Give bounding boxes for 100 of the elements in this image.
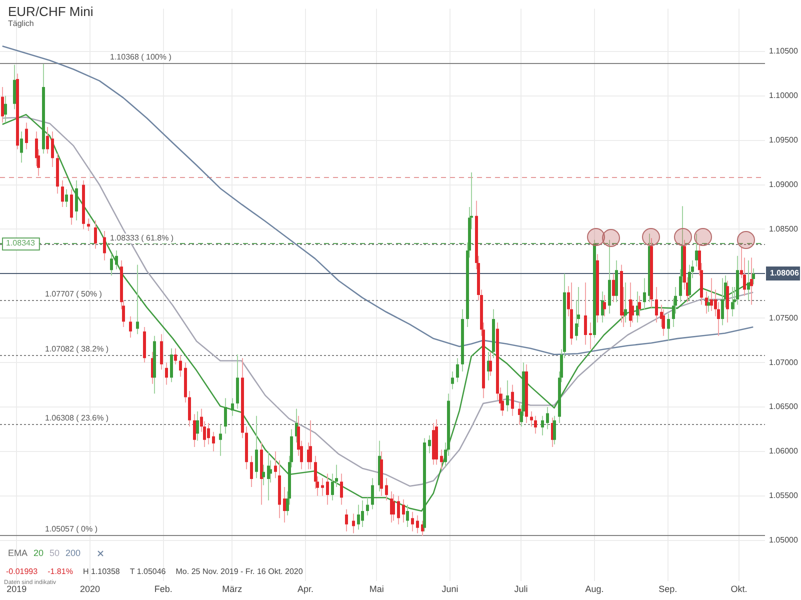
candlestick bbox=[160, 334, 163, 370]
candlestick bbox=[530, 410, 533, 428]
candlestick bbox=[352, 513, 355, 534]
candlestick bbox=[636, 290, 639, 324]
candlestick bbox=[451, 370, 454, 390]
candlestick bbox=[188, 390, 191, 428]
candlestick bbox=[643, 278, 646, 310]
candlestick bbox=[624, 282, 627, 324]
candlestick bbox=[511, 384, 514, 416]
candlestick bbox=[397, 495, 400, 525]
ref-line-label: 1.10368 ( 100% ) bbox=[110, 52, 172, 62]
candlestick bbox=[321, 478, 324, 496]
y-tick-label: 1.09000 bbox=[769, 180, 798, 189]
candlestick bbox=[136, 264, 139, 335]
ref-line-label: 1.07707 ( 50% ) bbox=[45, 290, 102, 299]
annotation: -0.01993 bbox=[6, 567, 38, 576]
candlestick bbox=[274, 450, 277, 479]
y-tick-label: 1.08500 bbox=[769, 224, 798, 234]
candlestick bbox=[20, 130, 23, 164]
candlestick bbox=[196, 410, 199, 442]
candlestick bbox=[61, 180, 64, 208]
candlestick bbox=[262, 464, 265, 486]
candlestick bbox=[589, 322, 592, 350]
candlestick bbox=[752, 268, 755, 285]
candlestick bbox=[584, 282, 587, 346]
candlestick bbox=[170, 348, 173, 383]
candlestick bbox=[688, 264, 691, 301]
annotation: H 1.10358 bbox=[82, 567, 120, 576]
candlestick bbox=[655, 286, 658, 324]
candlestick bbox=[710, 278, 713, 312]
candlestick bbox=[165, 362, 168, 386]
candlestick bbox=[428, 434, 431, 454]
x-tick-label: Mai bbox=[369, 584, 384, 594]
candlestick bbox=[283, 486, 286, 524]
candlestick bbox=[65, 188, 68, 208]
text: Täglich bbox=[8, 19, 35, 28]
candlestick bbox=[75, 180, 78, 221]
candlestick bbox=[103, 230, 106, 261]
candlestick bbox=[707, 295, 710, 312]
candlestick bbox=[94, 220, 97, 250]
candlestick bbox=[731, 286, 734, 317]
candlestick bbox=[46, 126, 49, 154]
x-tick-label: Juli bbox=[514, 584, 528, 594]
ref-line-label: 1.08333 ( 61.8% ) bbox=[110, 234, 174, 243]
candlestick bbox=[489, 351, 492, 376]
candlestick bbox=[87, 218, 90, 232]
candlestick bbox=[193, 414, 196, 448]
candlestick bbox=[331, 473, 334, 501]
candlestick bbox=[250, 455, 253, 488]
text: 50 bbox=[50, 548, 60, 558]
annotation: T 1.05046 bbox=[130, 567, 166, 576]
candlestick bbox=[219, 424, 222, 456]
candlestick bbox=[385, 478, 388, 501]
y-tick-label: 1.07000 bbox=[769, 358, 798, 367]
annotation: Mo. 25 Nov. 2019 - Fr. 16 Okt. 2020 bbox=[176, 567, 303, 576]
candlestick bbox=[179, 354, 182, 378]
y-tick-label: 1.10500 bbox=[769, 46, 798, 56]
candlestick bbox=[392, 494, 395, 522]
candlestick bbox=[747, 260, 750, 301]
candlestick bbox=[534, 415, 537, 434]
x-tick-label: Okt. bbox=[730, 584, 748, 594]
y-tick-label: 1.05000 bbox=[769, 536, 798, 545]
candlestick bbox=[456, 358, 459, 383]
ref-line-label: 1.08006 bbox=[770, 268, 800, 278]
annotation: -1.81% bbox=[48, 567, 73, 576]
ref-line-label: 1.07082 ( 38.2% ) bbox=[45, 344, 109, 354]
x-tick-label: Sep. bbox=[658, 584, 678, 594]
candlestick bbox=[207, 422, 210, 445]
candlestick bbox=[231, 398, 234, 416]
candlestick bbox=[402, 498, 405, 524]
text: 20 bbox=[34, 548, 44, 558]
candlestick bbox=[309, 420, 312, 470]
candlestick bbox=[750, 257, 753, 306]
y-tick-label: 1.06500 bbox=[769, 402, 798, 412]
candlestick bbox=[212, 431, 215, 452]
candlestick bbox=[345, 508, 348, 532]
candlestick bbox=[361, 500, 364, 528]
x-tick-label: 2019 bbox=[6, 584, 27, 594]
candlestick bbox=[726, 280, 729, 324]
candlestick bbox=[695, 233, 698, 268]
candlestick bbox=[506, 380, 509, 412]
candlestick bbox=[1, 86, 4, 124]
x-tick-label: Aug. bbox=[585, 584, 604, 594]
ref-line-label: 1.06308 ( 23.6% ) bbox=[45, 414, 109, 423]
x-tick-label: März bbox=[222, 584, 243, 594]
candlestick bbox=[255, 415, 258, 479]
candlestick bbox=[416, 514, 419, 534]
candlestick bbox=[612, 273, 615, 303]
y-tick-label: 1.09500 bbox=[769, 136, 798, 145]
candlestick bbox=[13, 64, 16, 110]
candlestick bbox=[667, 313, 670, 341]
y-tick-label: 1.06000 bbox=[769, 446, 798, 456]
candlestick bbox=[340, 473, 343, 506]
candlestick bbox=[638, 295, 641, 317]
candlestick bbox=[51, 130, 54, 168]
candlestick bbox=[267, 450, 270, 501]
candlestick bbox=[174, 348, 177, 365]
candlestick bbox=[553, 415, 556, 445]
ref-line-label: 1.05057 ( 0% ) bbox=[45, 524, 98, 534]
candlestick bbox=[546, 406, 549, 430]
